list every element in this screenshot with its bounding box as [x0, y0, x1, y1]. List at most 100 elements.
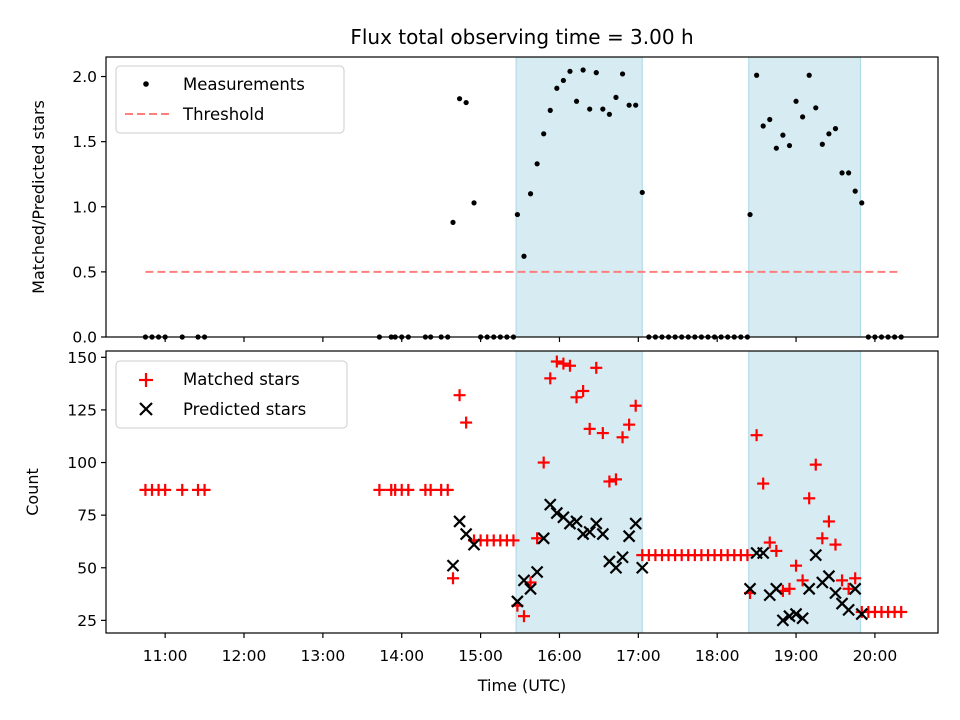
measurement-point [780, 132, 786, 138]
bottom-y-ticks: 25 50 75 100 125 150 [67, 349, 106, 630]
y-tick-label: 2.0 [72, 68, 97, 86]
top-x-ticks [164, 337, 876, 342]
predicted-star-marker [743, 582, 757, 596]
shaded-interval-1 [748, 56, 861, 338]
y-tick-label: 50 [77, 559, 97, 577]
measurement-point [463, 99, 469, 106]
legend-matched-label: Matched stars [183, 370, 300, 389]
y-tick-label: 1.5 [72, 133, 97, 151]
top-panel: 0.00.51.01.52.0 Matched/Predicted stars … [29, 56, 939, 347]
measurement-point [580, 67, 586, 73]
measurement-point [456, 96, 463, 102]
legend-predicted-marker [139, 402, 153, 416]
measurement-point [567, 68, 573, 74]
measurement-point [633, 102, 639, 108]
predicted-star-marker [822, 569, 836, 583]
measurement-point [800, 114, 806, 120]
matched-star-marker [531, 532, 544, 545]
measurement-point [554, 85, 560, 91]
matched-star-marker [603, 475, 616, 488]
measurement-point [541, 131, 547, 137]
top-legend: Measurements Threshold [115, 65, 345, 134]
measurement-point [606, 111, 613, 117]
matched-star-marker [460, 416, 473, 429]
matched-star-marker [796, 574, 809, 587]
x-tick-label: 20:00 [853, 647, 898, 665]
measurement-point [471, 200, 477, 206]
bottom-plot-frame [105, 350, 939, 634]
predicted-star-marker [537, 532, 550, 545]
predicted-star-marker [453, 515, 466, 528]
bottom-legend: Matched stars Predicted stars [115, 360, 348, 429]
predicted-star-marker [829, 586, 842, 600]
measurement-point [573, 98, 580, 104]
y-tick-label: 1.0 [72, 198, 97, 216]
matched-star-marker [550, 355, 563, 368]
measurement-point [754, 72, 760, 78]
measurement-point [793, 98, 799, 104]
measurement-point [773, 145, 779, 151]
x-tick-label: 12:00 [222, 647, 267, 665]
y-tick-label: 100 [67, 454, 97, 472]
y-tick-label: 75 [77, 507, 97, 525]
predicted-star-marker [622, 529, 636, 543]
legend-threshold-label: Threshold [182, 105, 264, 124]
bottom-x-ticks: 11:00 12:00 13:00 14:00 15:00 16:00 17:00 18:00… [143, 633, 897, 665]
matched-star-marker [803, 492, 816, 505]
matched-star-marker [741, 549, 754, 562]
predicted-star-marker [467, 538, 481, 551]
measurement-point [560, 77, 567, 84]
measurement-point [639, 189, 645, 196]
matched-star-marker [198, 483, 211, 496]
measurement-point [521, 253, 527, 259]
shaded-interval-0 [515, 350, 643, 634]
measurement-point [527, 191, 534, 197]
predicted-star-marker [855, 607, 869, 621]
y-tick-label: 125 [67, 401, 97, 419]
matched-star-marker [816, 532, 829, 545]
legend-matched-marker [139, 373, 153, 387]
x-tick-label: 16:00 [537, 647, 582, 665]
measurement-point [619, 71, 626, 77]
predicted-star-marker [756, 546, 770, 560]
measurement-point [593, 70, 599, 76]
measurement-point [839, 170, 845, 176]
predicted-star-marker [770, 582, 783, 596]
matched-star-marker [583, 422, 596, 435]
predicted-star-marker [842, 603, 855, 617]
measurement-point [450, 219, 456, 225]
matched-star-marker [829, 538, 842, 551]
x-tick-label: 15:00 [458, 647, 503, 665]
x-tick-label: 13:00 [301, 647, 346, 665]
predicted-star-marker [524, 582, 537, 596]
predicted-star-marker [446, 559, 460, 572]
predicted-star-marker [616, 550, 629, 564]
matched-star-marker [517, 610, 530, 623]
legend-predicted-label: Predicted stars [183, 400, 306, 419]
predicted-star-marker [530, 565, 544, 579]
matched-star-marker [783, 582, 796, 595]
matched-star-marker [629, 399, 642, 412]
matched-star-marker [446, 572, 459, 585]
matched-star-marker [577, 384, 590, 397]
measurement-point [786, 142, 793, 149]
matched-star-marker [790, 559, 803, 572]
predicted-stars-markers [446, 498, 869, 627]
matched-star-marker [616, 431, 629, 444]
predicted-star-marker [796, 611, 809, 625]
matched-star-marker [836, 574, 849, 587]
measurement-point [767, 116, 773, 123]
measurement-point [514, 211, 520, 218]
y-tick-label: 25 [77, 612, 97, 630]
x-tick-label: 14:00 [379, 647, 424, 665]
top-y-ticks: 0.0 0.5 1.0 1.5 2.0 [72, 68, 106, 347]
matched-star-marker [176, 483, 189, 496]
matched-star-marker [563, 359, 576, 372]
y-tick-label: 150 [67, 349, 97, 367]
measurement-point [832, 126, 839, 132]
matched-stars-markers [139, 355, 908, 623]
measurement-point [806, 72, 812, 78]
measurement-point [760, 123, 766, 129]
legend-measurements-label: Measurements [183, 75, 305, 94]
measurement-point [534, 161, 540, 167]
